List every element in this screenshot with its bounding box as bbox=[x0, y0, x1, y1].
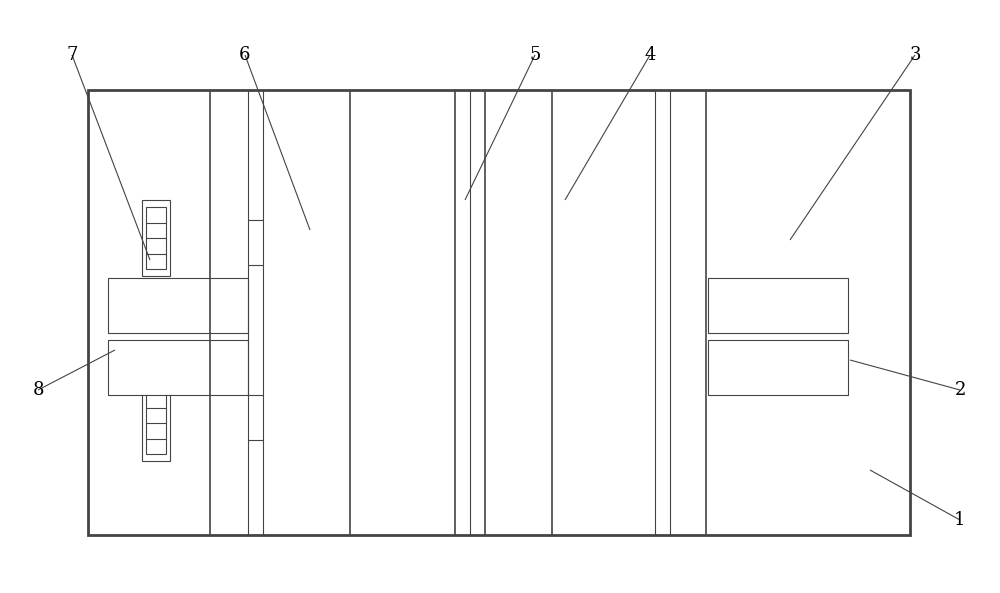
Text: 2: 2 bbox=[954, 381, 966, 399]
Text: 5: 5 bbox=[529, 46, 541, 64]
Bar bbox=[146, 392, 166, 454]
Text: 3: 3 bbox=[909, 46, 921, 64]
Text: 7: 7 bbox=[66, 46, 78, 64]
Text: 1: 1 bbox=[954, 511, 966, 529]
Text: 8: 8 bbox=[32, 381, 44, 399]
Bar bbox=[108, 278, 248, 333]
Bar bbox=[708, 340, 848, 395]
Bar bbox=[88, 90, 910, 535]
Bar bbox=[708, 278, 848, 333]
Bar bbox=[146, 207, 166, 269]
Bar bbox=[142, 200, 170, 276]
Text: 6: 6 bbox=[239, 46, 251, 64]
Bar bbox=[142, 385, 170, 461]
Text: 4: 4 bbox=[644, 46, 656, 64]
Bar bbox=[108, 340, 248, 395]
